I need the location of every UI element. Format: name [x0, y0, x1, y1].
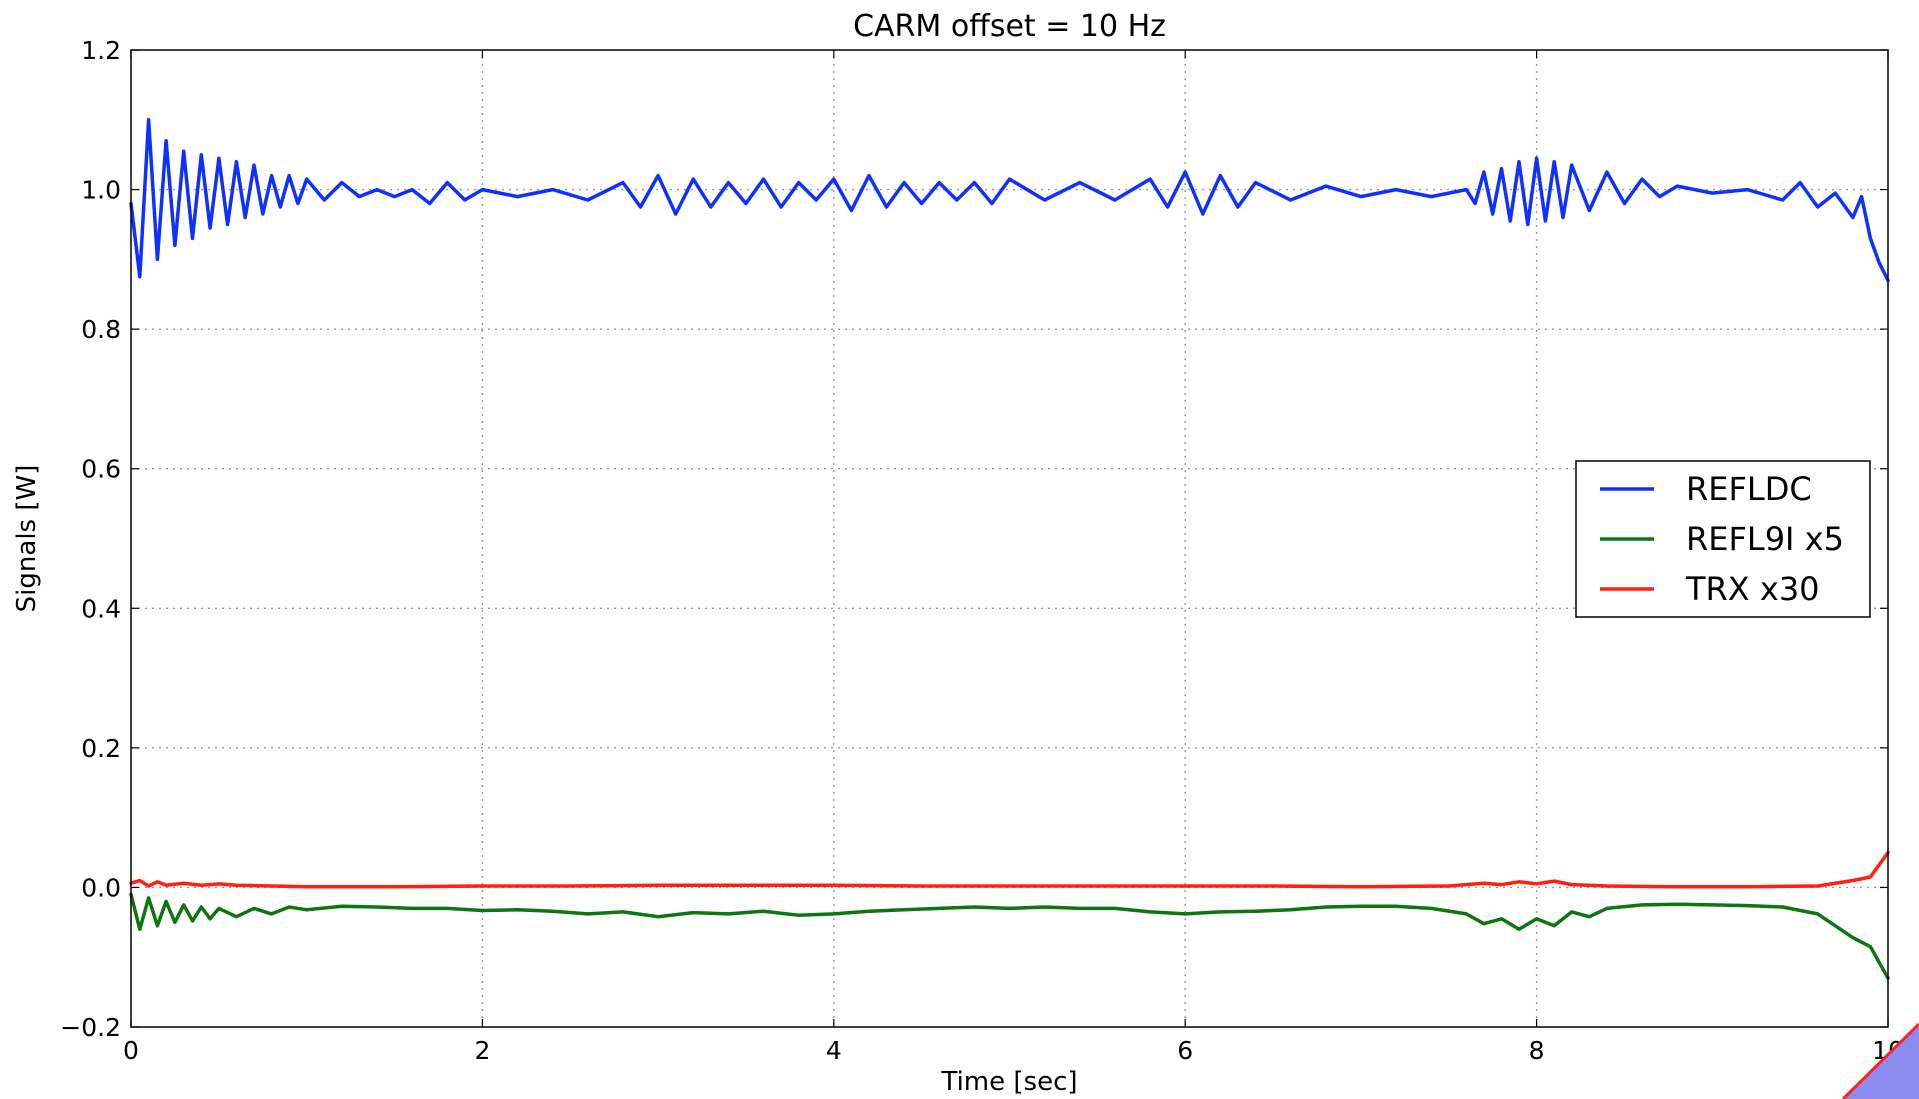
y-tick-label: 0.0 — [81, 873, 121, 902]
x-tick-label: 4 — [826, 1036, 842, 1065]
x-axis-title: Time [sec] — [940, 1067, 1077, 1097]
series-line-trx-x30 — [129, 850, 1890, 889]
y-tick-label: −0.2 — [60, 1013, 121, 1042]
series-lines — [129, 118, 1890, 980]
y-tick-label: 0.8 — [81, 315, 121, 344]
legend-label-refldc: REFLDC — [1686, 470, 1812, 508]
x-tick-label: 0 — [123, 1036, 139, 1065]
series-line-refldc — [129, 118, 1890, 283]
y-tick-label: 0.4 — [81, 594, 121, 623]
plot-frame — [130, 49, 1889, 1028]
y-tick-label: 0.6 — [81, 455, 121, 484]
x-tick-label: 2 — [474, 1036, 490, 1065]
legend-label-refl9i-x5: REFL9I x5 — [1686, 520, 1844, 558]
chart-title: CARM offset = 10 Hz — [853, 9, 1166, 44]
y-tick-label: 0.2 — [81, 734, 121, 763]
x-tick-label: 6 — [1177, 1036, 1193, 1065]
axis-ticks: 0 2 4 6 8 10−0.20.00.20.40.60.81.01.2 — [60, 36, 1904, 1065]
x-tick-label: 8 — [1529, 1036, 1545, 1065]
corner-triangle-edge — [1841, 1022, 1919, 1099]
y-tick-label: 1.2 — [81, 36, 121, 65]
legend: REFLDC REFL9I x5 TRX x30 — [1575, 460, 1871, 618]
y-tick-label: 1.0 — [81, 176, 121, 205]
y-axis-title: Signals [W] — [12, 465, 42, 613]
legend-label-trx-x30: TRX x30 — [1685, 570, 1820, 608]
series-line-refl9i-x5 — [129, 892, 1890, 980]
